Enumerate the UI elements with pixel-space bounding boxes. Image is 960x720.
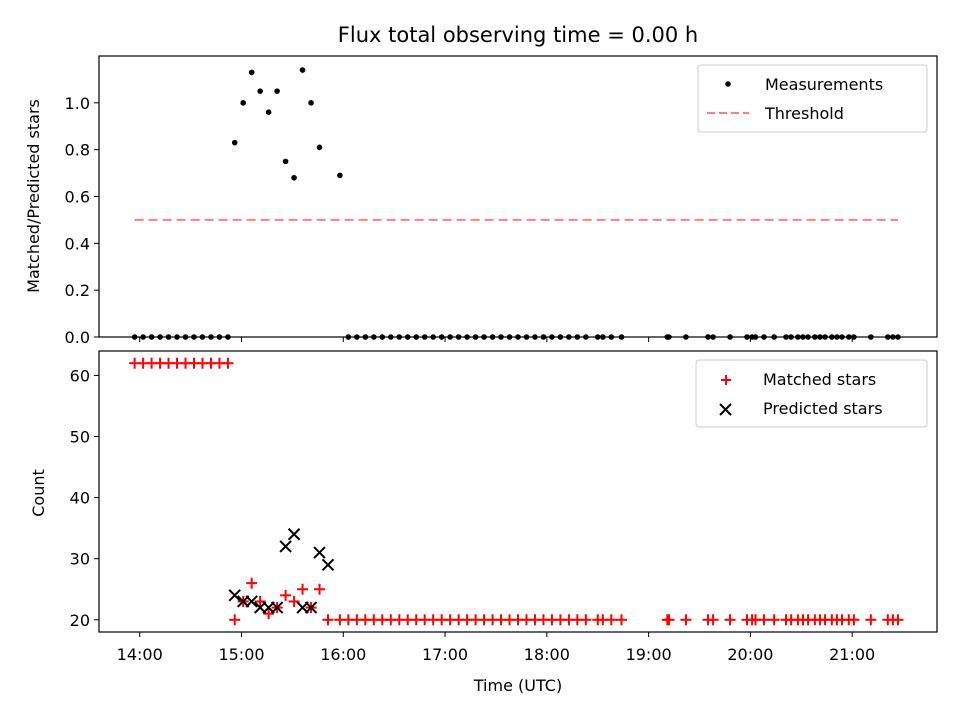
measurements-point (316, 144, 323, 151)
legend-predicted-label: Predicted stars (763, 399, 883, 418)
bottom-x-tick-label: 15:00 (218, 645, 264, 664)
matched-stars-point (848, 614, 860, 626)
top-chart-title: Flux total observing time = 0.00 h (338, 23, 698, 47)
legend-measurements-marker (725, 81, 731, 87)
top-axes-frame (98, 55, 938, 338)
top-legend-box (697, 64, 928, 133)
bottom-x-tick-label: 16:00 (320, 645, 366, 664)
top-y-tick-label: 1.0 (65, 94, 90, 113)
matched-stars-point (297, 583, 309, 595)
matched-stars-point (314, 583, 326, 595)
matched-stars-point (724, 614, 736, 626)
bottom-y-tick-label: 30 (70, 550, 90, 569)
matched-stars-point (768, 614, 780, 626)
bottom-y-axis-label: Count (29, 469, 48, 517)
predicted-stars-point (270, 601, 284, 614)
legend-measurements-label: Measurements (765, 75, 883, 94)
top-y-tick-label: 0.2 (65, 281, 90, 300)
top-y-tick-label: 0.8 (65, 141, 90, 160)
measurements-point (299, 67, 306, 73)
bottom-x-tick-label: 20:00 (727, 645, 773, 664)
legend-predicted-marker (719, 403, 732, 416)
predicted-stars-point (287, 528, 301, 541)
bottom-x-axis-label: Time (UTC) (473, 676, 562, 695)
predicted-stars-point (279, 540, 292, 553)
measurements-point (265, 109, 272, 115)
matched-stars-point (615, 614, 627, 626)
bottom-y-tick-label: 50 (70, 428, 90, 447)
matched-stars-point (707, 614, 719, 626)
top-y-tick-label: 0.6 (65, 188, 90, 207)
measurements-point (274, 88, 280, 94)
predicted-stars-point (321, 558, 335, 572)
matched-stars-point (322, 614, 334, 626)
matched-stars-point (892, 614, 904, 626)
top-plot-area: 0.0 0.2 0.4 0.6 0.8 1.0 (65, 67, 901, 347)
legend-matched-label: Matched stars (763, 370, 876, 389)
matched-stars-point (680, 614, 692, 626)
predicted-stars-point (304, 601, 318, 614)
matched-stars-point (865, 614, 877, 626)
matched-stars-point (605, 614, 617, 626)
measurements-point (231, 139, 238, 146)
bottom-x-tick-label: 18:00 (524, 645, 570, 664)
bottom-x-tick-label: 17:00 (422, 645, 468, 664)
matched-stars-point (280, 589, 292, 601)
matched-stars-point (222, 357, 234, 369)
bottom-y-tick-label: 40 (70, 489, 90, 508)
measurements-point (240, 100, 246, 106)
measurements-point (248, 69, 255, 76)
matched-stars-point (580, 614, 592, 626)
bottom-x-tick-label: 14:00 (117, 645, 163, 664)
matched-stars-point (758, 614, 770, 626)
top-y-tick-label: 0.4 (65, 234, 90, 253)
matched-stars-point (246, 577, 258, 589)
measurements-point (257, 88, 263, 94)
bottom-legend-box (695, 359, 928, 428)
bottom-x-tick-label: 19:00 (626, 645, 672, 664)
matched-stars-point (663, 614, 675, 626)
matched-stars-point (229, 614, 241, 626)
bottom-legend: Matched stars Predicted stars (695, 359, 928, 428)
bottom-x-tick-label: 21:00 (829, 645, 875, 664)
bottom-y-tick-label: 20 (70, 611, 90, 630)
bottom-y-tick-label: 60 (70, 366, 90, 385)
top-y-tick-label: 0.0 (65, 328, 90, 347)
legend-matched-marker (721, 375, 731, 385)
measurements-point (291, 174, 297, 181)
measurements-point (337, 172, 343, 179)
predicted-stars-point (228, 589, 241, 602)
measurements-point (282, 158, 289, 165)
measurements-point (308, 100, 314, 106)
top-legend: Measurements Threshold (697, 64, 928, 133)
predicted-stars-point (313, 546, 326, 559)
bottom-plot-area: 20 30 40 50 60 14:00 15:00 16:00 17:00 18:00 19:00… (70, 357, 904, 664)
predicted-stars-point (245, 595, 258, 608)
legend-threshold-label: Threshold (764, 104, 844, 123)
top-y-axis-label: Matched/Predicted stars (24, 99, 43, 293)
bottom-axes-frame (98, 350, 938, 633)
